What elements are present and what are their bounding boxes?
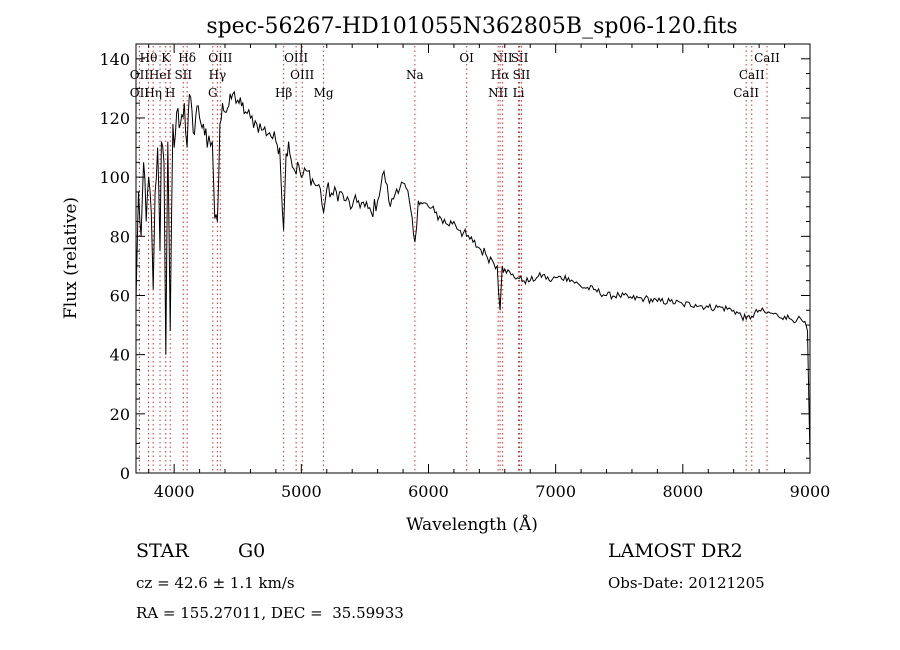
y-tick-label: 100: [99, 168, 130, 187]
line-marker-label: SII: [174, 68, 192, 82]
y-tick-label: 0: [120, 464, 130, 483]
survey-label: LAMOST DR2: [608, 540, 743, 562]
line-marker-label: Hβ: [275, 86, 292, 100]
x-tick-label: 5000: [281, 482, 322, 501]
line-marker-label: OII: [130, 86, 150, 100]
line-marker-label: HeI: [149, 68, 172, 82]
object-class: STAR: [136, 540, 189, 562]
line-marker-label: OI: [459, 51, 474, 65]
line-marker-label: Li: [513, 86, 525, 100]
line-marker-label: NII: [488, 86, 508, 100]
line-marker-label: CaII: [739, 68, 765, 82]
y-tick-label: 20: [110, 405, 130, 424]
plot-frame: [135, 43, 811, 474]
y-tick-label: 60: [110, 286, 130, 305]
line-marker-label: SII: [511, 51, 529, 65]
y-tick-label: 120: [99, 109, 130, 128]
y-tick-label: 40: [110, 346, 130, 365]
observation-date: Obs-Date: 20121205: [608, 574, 765, 592]
line-marker-label: OII: [130, 68, 150, 82]
line-marker-label: Na: [406, 68, 424, 82]
redshift-readout: cz = 42.6 ± 1.1 km/s: [136, 574, 295, 592]
line-marker-label: G: [208, 86, 218, 100]
x-tick-label: 7000: [535, 482, 576, 501]
coordinates-readout: RA = 155.27011, DEC = 35.59933: [136, 604, 404, 622]
line-marker-label: OIII: [284, 51, 308, 65]
line-marker-label: CaII: [754, 51, 780, 65]
line-marker-label: SII: [513, 68, 531, 82]
chart-title: spec-56267-HD101055N362805B_sp06-120.fit…: [206, 14, 737, 39]
spectral-subclass: G0: [238, 540, 266, 562]
line-marker-label: Mg: [314, 86, 334, 100]
line-marker-label: Hδ: [178, 51, 196, 65]
x-tick-label: 4000: [154, 482, 195, 501]
line-marker-label: NII: [493, 51, 513, 65]
y-axis-label: Flux (relative): [61, 197, 81, 319]
line-marker-label: Hα: [491, 68, 510, 82]
line-marker-label: CaII: [733, 86, 759, 100]
x-tick-label: 6000: [408, 482, 449, 501]
y-tick-label: 140: [99, 50, 130, 69]
line-marker-label: Hθ: [140, 51, 158, 65]
line-marker-label: Hη: [144, 86, 162, 100]
spectrum-line: [135, 90, 811, 459]
line-marker-label: K: [161, 51, 171, 65]
line-marker-label: Hγ: [209, 68, 227, 82]
x-tick-label: 9000: [790, 482, 831, 501]
x-tick-label: 8000: [662, 482, 703, 501]
line-marker-label: H: [165, 86, 175, 100]
line-marker-label: OIII: [208, 51, 232, 65]
x-axis-label: Wavelength (Å): [406, 514, 538, 535]
y-tick-label: 80: [110, 227, 130, 246]
line-marker-label: OIII: [290, 68, 314, 82]
axis-ticks: 4000 5000 6000 7000 8000 9000 0 20 40 60 80 100 120 1…: [99, 44, 830, 501]
